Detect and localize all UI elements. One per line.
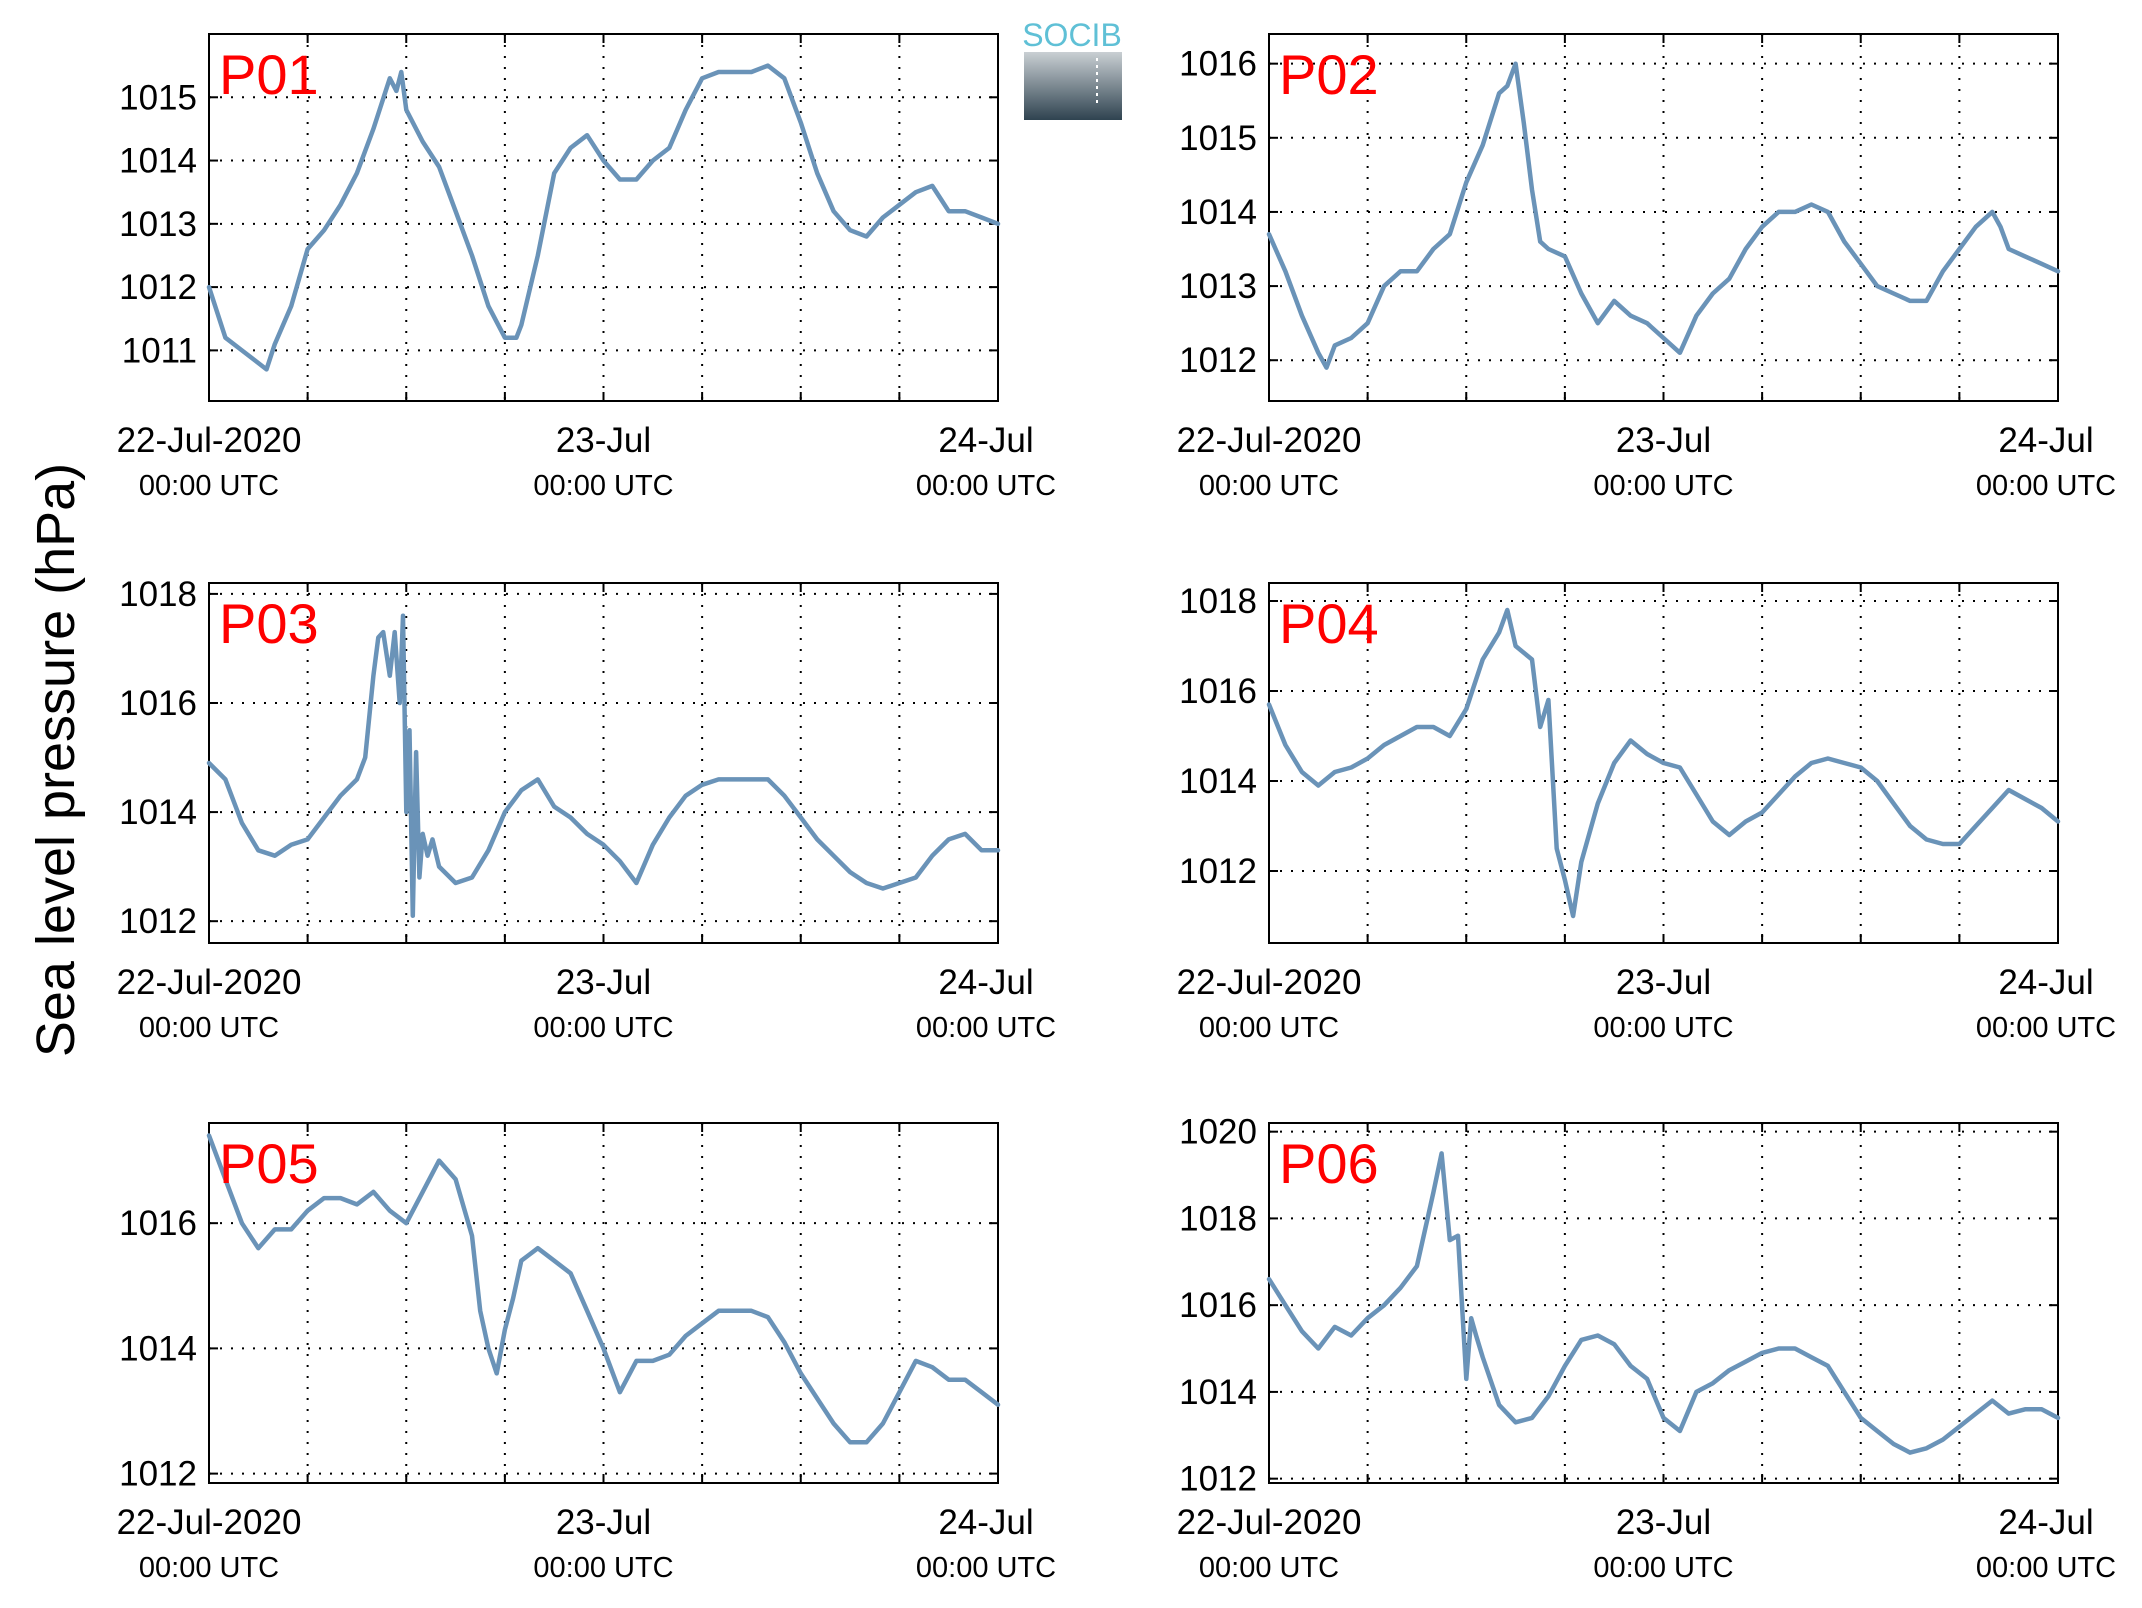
station-label-p05: P05 <box>219 1132 319 1195</box>
x-tick-sublabel: 00:00 UTC <box>139 1012 279 1044</box>
y-tick-label: 1012 <box>1179 341 1257 380</box>
pressure-line-p02 <box>1266 61 2061 370</box>
socib-logo: SOCIB <box>1022 17 1122 120</box>
y-tick-label: 1016 <box>1179 672 1257 711</box>
x-tick-label: 22-Jul-2020 <box>1177 421 1362 460</box>
chart-panels: 1011 1012 1013 1014 1015 22-Jul-2020 00:00 UTC… <box>117 33 2117 1584</box>
x-tick-sublabel: 00:00 UTC <box>1976 1012 2116 1044</box>
chart-p02: 1012 1013 1014 1015 1016 22-Jul-2020 00:00 UTC… <box>1177 33 2116 502</box>
chart-p03: 1012 1014 1016 1018 22-Jul-2020 00:00 UTC 23-J… <box>117 575 1057 1044</box>
station-label-p03: P03 <box>219 592 319 655</box>
y-tick-label: 1018 <box>119 575 197 614</box>
x-tick-label: 22-Jul-2020 <box>1177 1503 1362 1542</box>
y-tick-label: 1015 <box>119 78 197 117</box>
socib-logo-text: SOCIB <box>1022 17 1122 53</box>
y-tick-label: 1012 <box>119 1455 197 1494</box>
x-tick-sublabel: 00:00 UTC <box>139 470 279 502</box>
y-axis-label: Sea level pressure (hPa) <box>26 463 86 1057</box>
x-tick-sublabel: 00:00 UTC <box>139 1552 279 1584</box>
y-tick-label: 1016 <box>119 1204 197 1243</box>
pressure-line-p06 <box>1266 1151 2061 1455</box>
y-tick-label: 1014 <box>119 142 197 181</box>
x-tick-label: 24-Jul <box>1998 421 2093 460</box>
x-tick-label: 23-Jul <box>1616 963 1711 1002</box>
x-tick-label: 24-Jul <box>1998 963 2093 1002</box>
y-tick-label: 1014 <box>119 1329 197 1368</box>
pressure-line-p05 <box>206 1133 1001 1445</box>
x-tick-label: 23-Jul <box>556 1503 651 1542</box>
y-tick-label: 1014 <box>1179 762 1257 801</box>
x-tick-sublabel: 00:00 UTC <box>1593 1552 1733 1584</box>
y-tick-label: 1013 <box>1179 267 1257 306</box>
pressure-line-p04 <box>1266 607 2061 919</box>
y-tick-label: 1016 <box>1179 45 1257 84</box>
socib-logo-panel <box>1024 52 1122 120</box>
y-tick-label: 1012 <box>119 268 197 307</box>
station-label-p04: P04 <box>1279 592 1379 655</box>
y-tick-label: 1016 <box>119 684 197 723</box>
pressure-line-p03 <box>206 613 1001 918</box>
y-tick-label: 1014 <box>1179 1373 1257 1412</box>
y-tick-label: 1011 <box>122 331 197 370</box>
x-tick-sublabel: 00:00 UTC <box>916 1552 1056 1584</box>
x-tick-sublabel: 00:00 UTC <box>1976 1552 2116 1584</box>
y-tick-label: 1012 <box>1179 852 1257 891</box>
x-tick-sublabel: 00:00 UTC <box>533 470 673 502</box>
chart-p05: 1012 1014 1016 22-Jul-2020 00:00 UTC 23-Jul 00… <box>117 1122 1056 1584</box>
station-label-p06: P06 <box>1279 1132 1379 1195</box>
x-tick-sublabel: 00:00 UTC <box>916 1012 1056 1044</box>
x-tick-label: 23-Jul <box>1616 421 1711 460</box>
x-tick-sublabel: 00:00 UTC <box>1976 470 2116 502</box>
station-label-p02: P02 <box>1279 43 1379 106</box>
chart-p01: 1011 1012 1013 1014 1015 22-Jul-2020 00:00 UTC… <box>117 33 1056 502</box>
x-tick-label: 23-Jul <box>556 421 651 460</box>
x-tick-label: 24-Jul <box>938 963 1033 1002</box>
x-tick-sublabel: 00:00 UTC <box>1199 1552 1339 1584</box>
chart-p04: 1012 1014 1016 1018 22-Jul-2020 00:00 UTC 23-J… <box>1177 582 2116 1044</box>
y-tick-label: 1014 <box>1179 193 1257 232</box>
x-tick-sublabel: 00:00 UTC <box>1593 470 1733 502</box>
x-tick-label: 24-Jul <box>938 1503 1033 1542</box>
chart-p06: 1012 1014 1016 1018 1020 22-Jul-2020 00:00 UTC… <box>1177 1113 2117 1584</box>
y-tick-label: 1018 <box>1179 582 1257 621</box>
x-tick-label: 23-Jul <box>1616 1503 1711 1542</box>
x-tick-sublabel: 00:00 UTC <box>533 1012 673 1044</box>
y-tick-label: 1013 <box>119 205 197 244</box>
x-tick-label: 22-Jul-2020 <box>117 963 302 1002</box>
y-tick-label: 1012 <box>119 902 197 941</box>
y-tick-label: 1012 <box>1179 1460 1257 1499</box>
x-tick-sublabel: 00:00 UTC <box>1593 1012 1733 1044</box>
x-tick-sublabel: 00:00 UTC <box>916 470 1056 502</box>
x-tick-label: 24-Jul <box>1998 1503 2093 1542</box>
y-tick-label: 1018 <box>1179 1199 1257 1238</box>
x-tick-label: 23-Jul <box>556 963 651 1002</box>
x-tick-label: 22-Jul-2020 <box>1177 963 1362 1002</box>
x-tick-label: 22-Jul-2020 <box>117 1503 302 1542</box>
y-tick-label: 1014 <box>119 793 197 832</box>
x-tick-sublabel: 00:00 UTC <box>533 1552 673 1584</box>
y-tick-label: 1015 <box>1179 119 1257 158</box>
y-tick-label: 1016 <box>1179 1286 1257 1325</box>
x-tick-label: 22-Jul-2020 <box>117 421 302 460</box>
station-label-p01: P01 <box>219 43 319 106</box>
x-tick-sublabel: 00:00 UTC <box>1199 470 1339 502</box>
pressure-line-p01 <box>206 63 1001 372</box>
x-tick-label: 24-Jul <box>938 421 1033 460</box>
y-tick-label: 1020 <box>1179 1113 1257 1152</box>
x-tick-sublabel: 00:00 UTC <box>1199 1012 1339 1044</box>
